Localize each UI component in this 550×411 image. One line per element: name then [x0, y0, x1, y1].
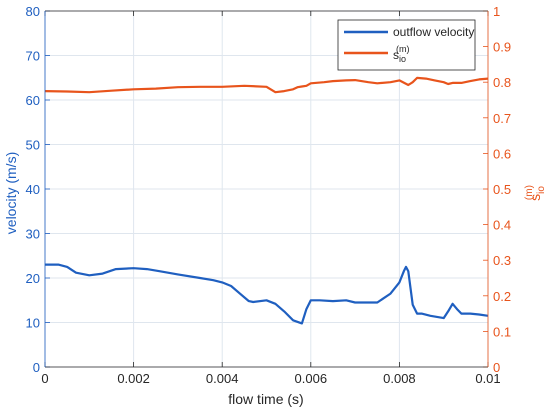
y-right-axis-title-sup: (m) — [524, 185, 535, 200]
y-left-tick-label: 80 — [26, 4, 40, 19]
x-tick-label: 0.008 — [383, 371, 416, 386]
y-left-tick-label: 10 — [26, 316, 40, 331]
y-left-tick-label: 20 — [26, 271, 40, 286]
x-tick-label: 0.002 — [117, 371, 150, 386]
x-tick-label: 0.01 — [475, 371, 500, 386]
y-right-tick-label: 0.9 — [493, 40, 511, 55]
legend-label-s-main: s — [393, 48, 399, 62]
y-left-tick-label: 40 — [26, 182, 40, 197]
y-right-tick-label: 1 — [493, 4, 500, 19]
series-line-s-io-m — [44, 76, 489, 94]
y-left-tick-label: 60 — [26, 93, 40, 108]
legend-box — [337, 19, 476, 71]
x-tick-label: 0 — [41, 371, 48, 386]
y-right-tick-label: 0.3 — [493, 253, 511, 268]
x-tick-label: 0.004 — [206, 371, 239, 386]
legend-label-outflow-velocity: outflow velocity — [393, 25, 474, 39]
y-right-tick-label: 0 — [493, 360, 500, 375]
y-right-tick-label: 0.4 — [493, 218, 511, 233]
y-right-tick-label: 0.5 — [493, 182, 511, 197]
y-left-tick-label: 0 — [33, 360, 40, 375]
y-right-tick-label: 0.7 — [493, 111, 511, 126]
y-right-axis-title-sub: io — [536, 186, 547, 194]
axes: 0 0.002 0.004 0.006 0.008 0.01010203040506070… — [26, 4, 512, 386]
y-left-tick-label: 70 — [26, 49, 40, 64]
y-left-tick-label: 30 — [26, 227, 40, 242]
legend-label-s-io-m: sio(m) — [393, 44, 410, 64]
y-right-tick-label: 0.2 — [493, 289, 511, 304]
series-line-outflow-velocity — [45, 263, 489, 325]
y-right-tick-label: 0.6 — [493, 146, 511, 161]
legend-label-s-sup: (m) — [396, 44, 410, 54]
legend: outflow velocity sio(m) — [337, 19, 476, 71]
y-right-axis-title-main: s — [527, 194, 543, 201]
y-right-tick-label: 0.8 — [493, 75, 511, 90]
series-layer — [44, 76, 489, 325]
y-left-tick-label: 50 — [26, 138, 40, 153]
y-left-axis-title: velocity (m/s) — [3, 152, 19, 234]
legend-label-s-sub: io — [399, 54, 406, 64]
y-right-axis-title: sio(m) — [524, 185, 547, 201]
y-right-tick-label: 0.1 — [493, 324, 511, 339]
x-tick-label: 0.006 — [295, 371, 328, 386]
x-axis-title: flow time (s) — [228, 391, 303, 407]
